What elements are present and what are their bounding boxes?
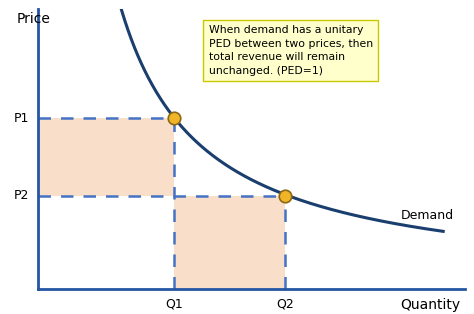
Text: When demand has a unitary
PED between two prices, then
total revenue will remain: When demand has a unitary PED between tw… [209,25,373,76]
Text: Demand: Demand [401,209,454,222]
Bar [38,118,174,196]
Text: Q1: Q1 [165,298,183,311]
Text: Price: Price [17,12,50,26]
Text: Quantity: Quantity [400,298,460,311]
Bar [174,196,285,289]
Text: P2: P2 [14,189,29,202]
Text: P1: P1 [14,111,29,125]
Text: Q2: Q2 [276,298,294,311]
